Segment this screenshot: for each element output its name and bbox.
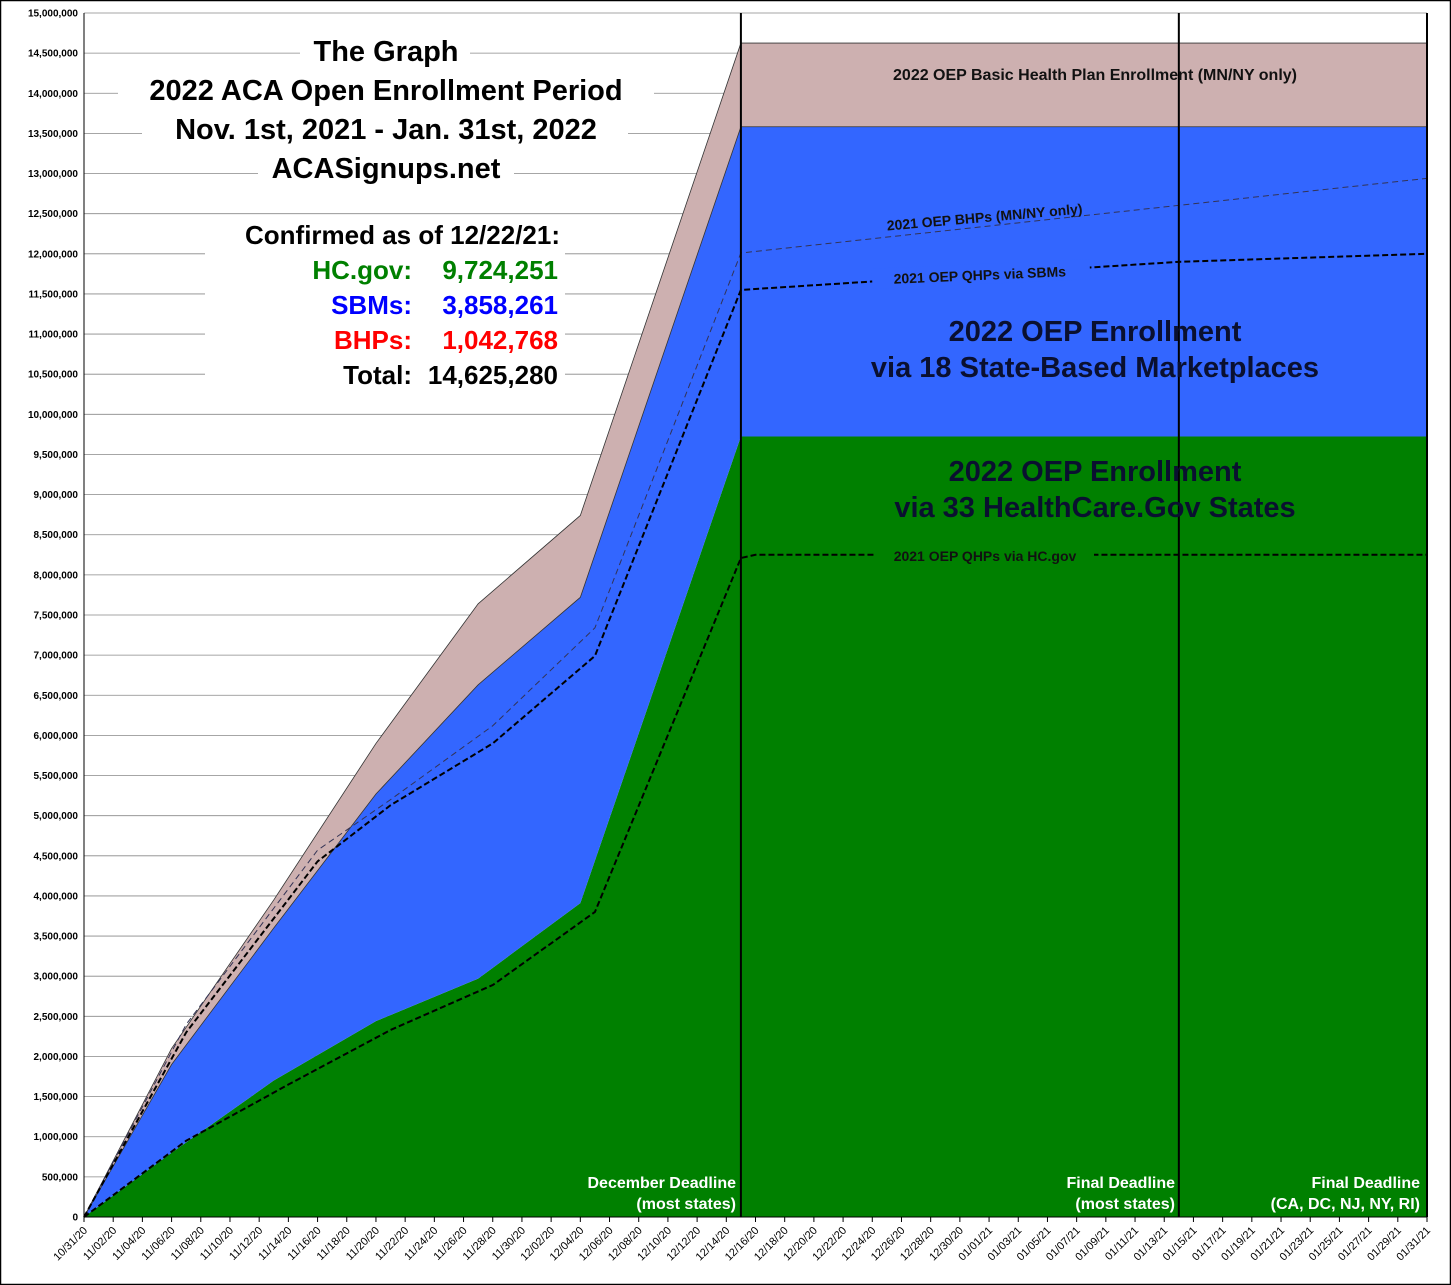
- deadline-label-1b: (most states): [636, 1196, 736, 1213]
- confirmed-label: BHPs:: [334, 325, 412, 355]
- confirmed-value: 1,042,768: [442, 325, 558, 355]
- hc-2021-line-label: 2021 OEP QHPs via HC.gov: [894, 548, 1077, 564]
- title-line-2: 2022 ACA Open Enrollment Period: [149, 75, 622, 107]
- y-tick-label: 4,000,000: [34, 891, 79, 902]
- area-sbm: [84, 126, 1427, 1217]
- sbm-area-label-1: 2022 OEP Enrollment: [949, 316, 1242, 348]
- y-tick-label: 6,500,000: [34, 691, 79, 702]
- deadline-label-3a: Final Deadline: [1312, 1175, 1421, 1192]
- y-tick-label: 2,500,000: [34, 1012, 79, 1023]
- title-line-4: ACASignups.net: [272, 153, 501, 185]
- y-tick-label: 14,500,000: [28, 49, 78, 60]
- confirmed-value: 3,858,261: [442, 290, 558, 320]
- y-tick-label: 9,000,000: [34, 490, 79, 501]
- confirmed-label: HC.gov:: [312, 255, 412, 285]
- y-tick-label: 0: [72, 1213, 78, 1224]
- y-tick-label: 5,500,000: [34, 771, 79, 782]
- deadline-label-2b: (most states): [1075, 1196, 1175, 1213]
- area-hc: [84, 436, 1427, 1217]
- confirmed-totals: HC.gov: 9,724,251 SBMs: 3,858,261 BHPs: 1,042…: [312, 255, 558, 390]
- y-tick-label: 6,000,000: [34, 731, 79, 742]
- y-tick-label: 7,000,000: [34, 651, 79, 662]
- y-tick-label: 10,500,000: [28, 370, 78, 381]
- y-tick-label: 14,000,000: [28, 89, 78, 100]
- y-tick-label: 3,000,000: [34, 972, 79, 983]
- y-tick-label: 5,000,000: [34, 811, 79, 822]
- deadline-lines: [739, 13, 1428, 1217]
- bhp-area-label: 2022 OEP Basic Health Plan Enrollment (M…: [893, 67, 1297, 84]
- y-tick-label: 13,500,000: [28, 129, 78, 140]
- y-tick-label: 7,500,000: [34, 611, 79, 622]
- y-tick-label: 8,500,000: [34, 530, 79, 541]
- confirmed-label: Total:: [343, 360, 412, 390]
- title-line-3: Nov. 1st, 2021 - Jan. 31st, 2022: [175, 114, 597, 146]
- hc-area-label-1: 2022 OEP Enrollment: [949, 456, 1242, 488]
- y-tick-label: 15,000,000: [28, 9, 78, 20]
- comparison-line-2: [83, 553, 1427, 1218]
- confirmed-value: 14,625,280: [428, 360, 558, 390]
- y-tick-label: 11,000,000: [29, 330, 79, 341]
- comparison-line-0: [83, 177, 1428, 1218]
- y-tick-label: 12,000,000: [28, 249, 78, 260]
- hc-area-label-2: via 33 HealthCare.Gov States: [894, 492, 1295, 524]
- y-tick-label: 13,000,000: [28, 169, 78, 180]
- confirmed-heading: Confirmed as of 12/22/21:: [245, 220, 560, 250]
- y-tick-label: 10,000,000: [28, 410, 78, 421]
- y-tick-label: 1,000,000: [34, 1132, 79, 1143]
- deadline-label-1a: December Deadline: [587, 1175, 736, 1192]
- y-tick-label: 1,500,000: [34, 1092, 79, 1103]
- y-tick-label: 500,000: [42, 1172, 79, 1183]
- deadline-label-2a: Final Deadline: [1067, 1175, 1176, 1192]
- confirmed-label: SBMs:: [331, 290, 412, 320]
- y-tick-label: 8,000,000: [34, 570, 79, 581]
- deadline-label-3b: (CA, DC, NJ, NY, RI): [1271, 1196, 1420, 1213]
- y-tick-label: 11,500,000: [29, 289, 79, 300]
- y-tick-label: 9,500,000: [34, 450, 79, 461]
- confirmed-value: 9,724,251: [442, 255, 558, 285]
- sbm-2021-line-label: 2021 OEP QHPs via SBMs: [893, 263, 1066, 287]
- sbm-area-label-2: via 18 State-Based Marketplaces: [871, 352, 1319, 384]
- y-tick-label: 12,500,000: [28, 209, 78, 220]
- y-tick-label: 3,500,000: [34, 932, 79, 943]
- y-tick-label: 4,500,000: [34, 851, 79, 862]
- y-tick-label: 2,000,000: [34, 1052, 79, 1063]
- title-line-1: The Graph: [313, 36, 458, 68]
- annotations: 2022 OEP Basic Health Plan Enrollment (M…: [118, 34, 1420, 1213]
